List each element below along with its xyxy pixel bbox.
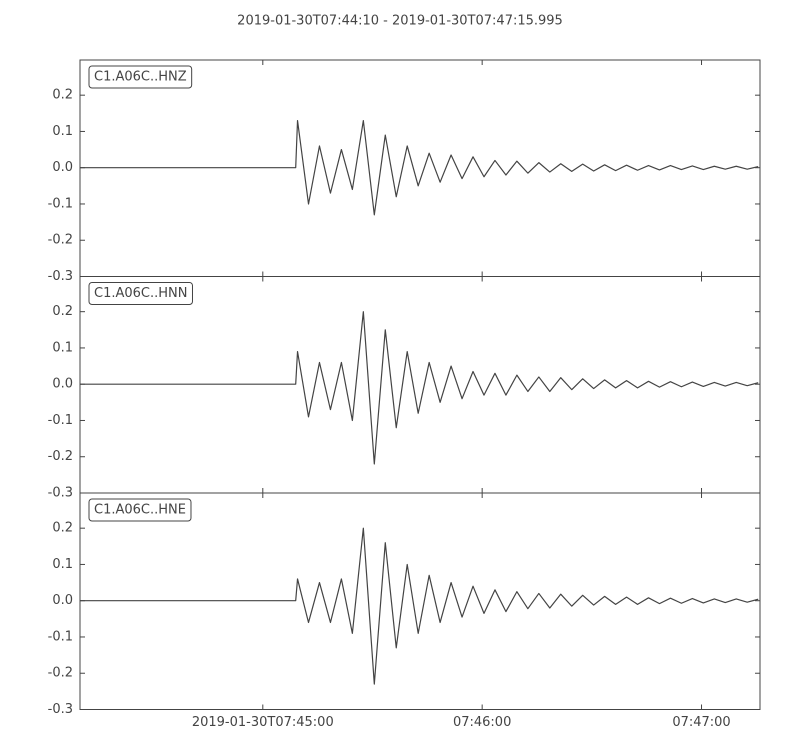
y-tick-label: -0.3 xyxy=(48,269,73,284)
y-tick-label: 0.2 xyxy=(52,88,73,103)
y-tick-label: 0.1 xyxy=(52,124,73,139)
y-tick-label: -0.1 xyxy=(48,196,73,211)
y-tick-label: 0.0 xyxy=(52,377,73,392)
y-tick-label: -0.3 xyxy=(48,702,73,717)
trace-label: C1.A06C..HNN xyxy=(94,286,187,301)
y-tick-label: -0.1 xyxy=(48,413,73,428)
trace-label-box xyxy=(88,65,193,89)
waveform xyxy=(80,311,759,465)
x-tick-label: 07:46:00 xyxy=(453,715,511,730)
y-tick-label: -0.2 xyxy=(48,233,73,248)
y-tick-label: -0.2 xyxy=(48,449,73,464)
y-tick-label: 0.0 xyxy=(52,593,73,608)
trace-label-box xyxy=(88,282,193,305)
waveform xyxy=(80,119,759,216)
trace-label: C1.A06C..HNE xyxy=(94,503,186,518)
waveform xyxy=(80,527,759,685)
x-tick-label: 2019-01-30T07:45:00 xyxy=(192,715,334,730)
y-tick-label: 0.1 xyxy=(52,557,73,572)
y-tick-label: -0.1 xyxy=(48,629,73,644)
x-tick-label: 07:47:00 xyxy=(672,715,730,730)
y-tick-label: 0.2 xyxy=(52,304,73,319)
y-tick-label: -0.2 xyxy=(48,666,73,681)
y-tick-label: 0.1 xyxy=(52,340,73,355)
chart-title: 2019-01-30T07:44:10 - 2019-01-30T07:47:1… xyxy=(237,14,563,29)
y-tick-label: -0.3 xyxy=(48,486,73,501)
trace-label-box xyxy=(88,498,192,522)
trace-label: C1.A06C..HNZ xyxy=(94,70,187,85)
y-tick-label: 0.0 xyxy=(52,160,73,175)
panel-frame xyxy=(79,492,761,710)
y-tick-label: 0.2 xyxy=(52,521,73,536)
